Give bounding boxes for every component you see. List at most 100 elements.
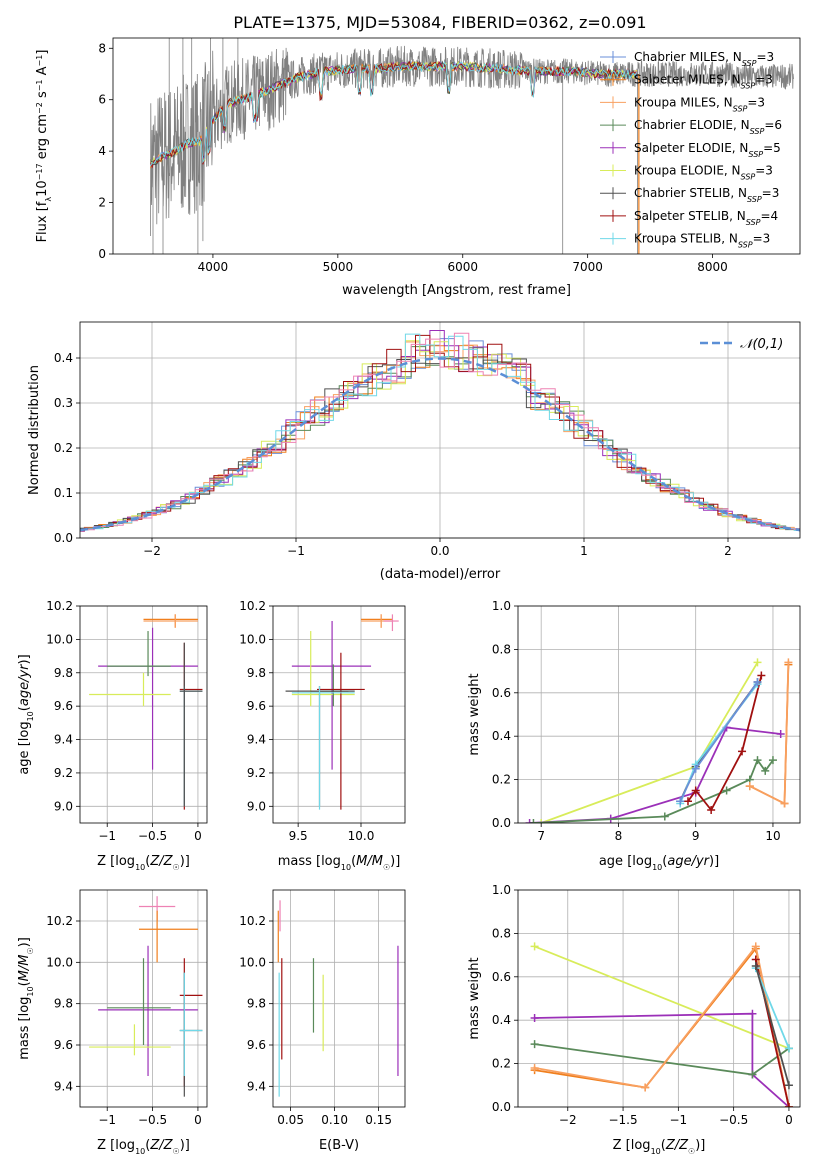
y-axis-label: mass weight	[467, 957, 482, 1039]
data-spectrum	[150, 38, 794, 254]
y-tick-label: 9.4	[54, 1079, 73, 1093]
weight-series	[534, 946, 790, 1107]
y-tick-label: 0.8	[492, 926, 511, 940]
x-tick-label: −1	[670, 1113, 688, 1127]
x-tick-label: 1	[580, 544, 588, 558]
y-tick-label: 0.2	[492, 1057, 511, 1071]
age_vs_mass-frame	[272, 605, 406, 824]
y-tick-label: 9.2	[247, 766, 266, 780]
x-tick-label: 10	[765, 829, 780, 843]
spectrum-axes: 4000 5000 6000 7000 8000 0 2 4 6 8	[98, 41, 727, 274]
mass_vs_ebv-axes: 0.05 0.10 0.15 9.4 9.6 9.8 10.0 10.2	[239, 890, 405, 1127]
y-tick-label: 4	[98, 144, 106, 158]
y-tick-label: 9.6	[247, 699, 266, 713]
legend-entry: Salpeter STELIB, NSSP=4	[634, 209, 778, 227]
residuals-axes: −2 −1 0.0 1 2 0.0 0.1 0.2 0.3 0.4	[54, 322, 800, 558]
weight-point	[748, 1070, 757, 1079]
x-tick-label: 7000	[572, 260, 603, 274]
weight-point	[683, 797, 692, 806]
x-tick-label: 9.5	[289, 829, 308, 843]
weight-point	[761, 766, 770, 775]
y-tick-label: 10.2	[239, 599, 266, 613]
weight-series	[754, 965, 790, 1086]
histogram-series	[80, 333, 800, 531]
y-tick-label: 2	[98, 196, 106, 210]
x-tick-label: −1.5	[608, 1113, 637, 1127]
x-tick-label: −2	[143, 544, 161, 558]
y-axis-label: Flux [fλ10−17 erg cm−2 s−1 A−1]	[35, 50, 53, 243]
weight-point	[525, 819, 534, 823]
weight-point	[641, 1083, 650, 1092]
x-tick-label: 0	[194, 829, 202, 843]
mass_vs_Z-axes: −1 −0.5 0 9.4 9.6 9.8 10.0 10.2	[46, 890, 207, 1127]
weight-point	[768, 756, 777, 765]
x-tick-label: −1	[98, 829, 116, 843]
model-spectrum	[150, 60, 638, 167]
mass_vs_ebv-frame	[272, 889, 406, 1108]
legend-normal: 𝒩(0,1)	[740, 337, 783, 352]
y-tick-label: 9.6	[247, 1038, 266, 1052]
y-tick-label: 0.8	[492, 642, 511, 656]
weight-point	[784, 1103, 793, 1107]
x-axis-label: E(B-V)	[319, 1138, 359, 1153]
weight_vs_age-frame	[517, 605, 801, 824]
y-tick-label: 0.0	[492, 816, 511, 830]
legend-entry: Kroupa MILES, NSSP=3	[634, 95, 765, 113]
y-tick-label: 10.0	[239, 632, 266, 646]
x-tick-label: 0.15	[365, 1113, 392, 1127]
weight-point	[751, 961, 760, 970]
weight-series	[534, 1043, 790, 1076]
legend-entry: Kroupa STELIB, NSSP=3	[634, 232, 770, 250]
y-tick-label: 0.6	[492, 970, 511, 984]
weight-point	[776, 730, 785, 739]
y-tick-label: 9.8	[247, 666, 266, 680]
age_vs_mass-axes: 9.5 10.0 9.0 9.2 9.4 9.6 9.8 10.0 10.2	[239, 599, 405, 843]
x-axis-label: Z [log10(Z/Z☉)]	[97, 1138, 190, 1156]
y-tick-label: 10.0	[46, 632, 73, 646]
weight-point	[757, 671, 766, 680]
weight-point	[751, 942, 760, 951]
legend-entry: Kroupa ELODIE, NSSP=3	[634, 164, 773, 182]
weight-point	[784, 1044, 793, 1053]
weight_vs_age-marks	[525, 658, 793, 823]
y-tick-label: 10.2	[239, 914, 266, 928]
weight-point	[530, 1063, 539, 1072]
age_vs_Z-marks	[89, 614, 203, 810]
mass_vs_ebv-marks	[277, 900, 399, 1097]
y-tick-label: 0.0	[492, 1100, 511, 1114]
x-axis-label: Z [log10(Z/Z☉)]	[613, 1138, 706, 1156]
x-tick-label: −0.5	[138, 1113, 167, 1127]
weight-point	[691, 764, 700, 773]
y-tick-label: 9.6	[54, 699, 73, 713]
y-tick-label: 0.4	[492, 1013, 511, 1027]
y-tick-label: 0.4	[54, 351, 73, 365]
weight-point	[722, 786, 731, 795]
x-tick-label: −2	[559, 1113, 577, 1127]
weight-series	[540, 661, 759, 823]
normal-curve	[80, 357, 800, 532]
mass_vs_Z-marks	[89, 896, 203, 1097]
legend-entry: Chabrier ELODIE, NSSP=6	[634, 118, 782, 136]
y-axis-label: Normed distribution	[27, 365, 42, 495]
y-axis-label: age [log10(age/yr)]	[17, 654, 35, 774]
x-tick-label: 8	[615, 829, 623, 843]
weight-point	[784, 658, 793, 667]
weight-point	[753, 658, 762, 667]
y-tick-label: 9.8	[54, 666, 73, 680]
weight-point	[691, 786, 700, 795]
weight-point	[707, 805, 716, 814]
figure-title: PLATE=1375, MJD=53084, FIBERID=0362, z=0…	[233, 13, 646, 32]
legend-entry: Salpeter ELODIE, NSSP=5	[634, 141, 781, 159]
x-tick-label: 0.10	[321, 1113, 348, 1127]
y-tick-label: 10.2	[46, 914, 73, 928]
y-tick-label: 10.0	[46, 955, 73, 969]
y-tick-label: 9.4	[247, 1079, 266, 1093]
mass_vs_Z-frame	[79, 889, 208, 1108]
age_vs_Z-frame	[79, 605, 208, 824]
x-axis-label: mass [log10(M/M☉)]	[278, 854, 401, 872]
spectrum-frame	[112, 37, 801, 255]
x-tick-label: 2	[724, 544, 732, 558]
weight-point	[660, 812, 669, 821]
